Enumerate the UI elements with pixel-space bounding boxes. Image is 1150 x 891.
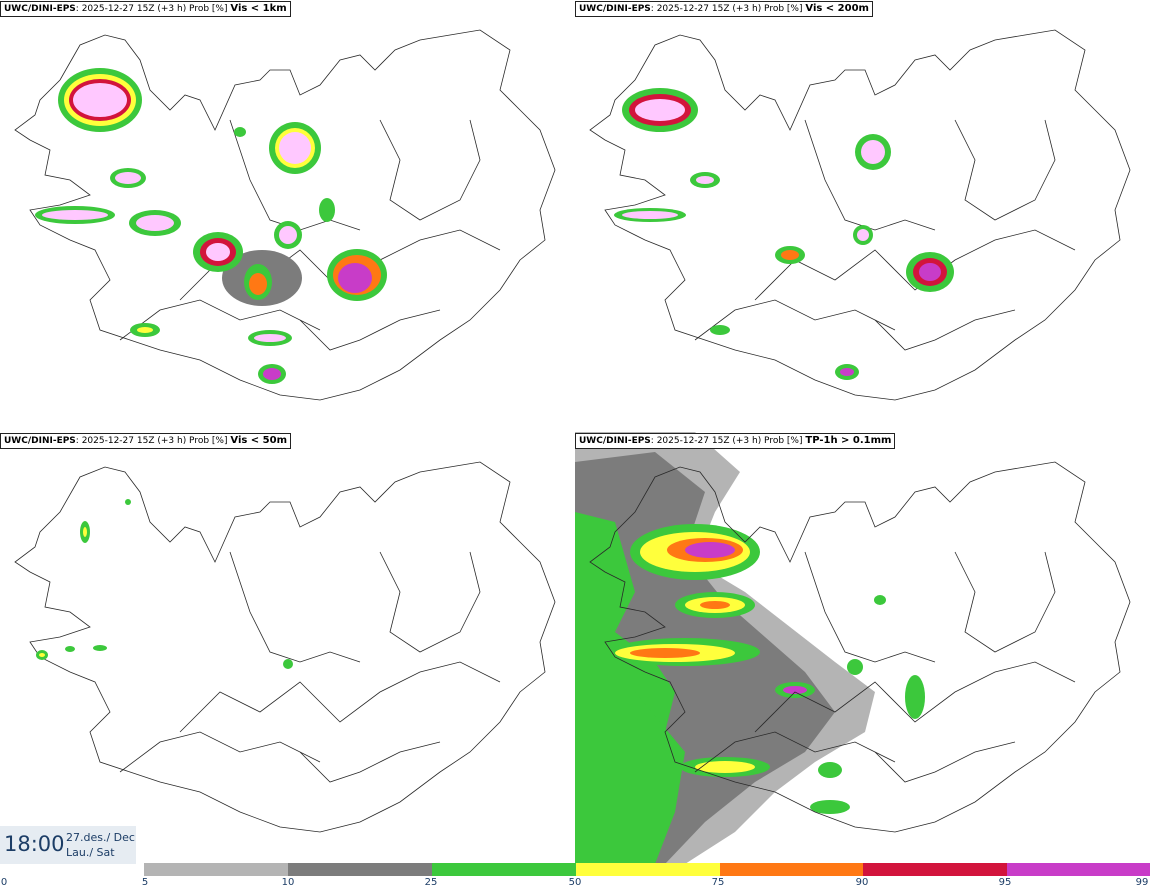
legend-swatch-5-10 bbox=[144, 863, 288, 876]
valid-time: 18:00 bbox=[4, 832, 65, 856]
prob-field bbox=[35, 68, 387, 384]
model-label: UWC/DINI-EPS bbox=[579, 4, 651, 14]
legend-swatch-25-50 bbox=[432, 863, 576, 876]
legend-tick: 50 bbox=[568, 877, 582, 888]
variable-label: Vis < 1km bbox=[230, 3, 287, 14]
panel-title: UWC/DINI-EPS: 2025-12-27 15Z (+3 h) Prob… bbox=[575, 433, 896, 449]
run-label: 2025-12-27 15Z (+3 h) Prob [%] bbox=[81, 4, 228, 14]
variable-label: Vis < 200m bbox=[805, 3, 869, 14]
variable-label: Vis < 50m bbox=[230, 435, 287, 446]
legend-tick: 90 bbox=[855, 877, 869, 888]
legend-swatch-75-90 bbox=[720, 863, 863, 876]
legend-tick: 10 bbox=[281, 877, 295, 888]
legend-tick: 0 bbox=[0, 877, 8, 888]
map-panel-vis-200m: UWC/DINI-EPS: 2025-12-27 15Z (+3 h) Prob… bbox=[575, 0, 1150, 432]
run-label: 2025-12-27 15Z (+3 h) Prob [%] bbox=[81, 436, 228, 446]
legend-swatch-50-75 bbox=[576, 863, 720, 876]
legend-tick: 25 bbox=[424, 877, 438, 888]
color-legend bbox=[144, 863, 1150, 876]
run-label: 2025-12-27 15Z (+3 h) Prob [%] bbox=[656, 436, 803, 446]
map-panel-vis-50m: UWC/DINI-EPS: 2025-12-27 15Z (+3 h) Prob… bbox=[0, 432, 575, 864]
prob-field bbox=[614, 88, 954, 380]
valid-date: 27.des./ Dec bbox=[66, 831, 135, 844]
precip-field bbox=[575, 432, 925, 864]
iceland-map bbox=[575, 0, 1150, 432]
iceland-map bbox=[0, 0, 575, 432]
valid-time-box: 18:00 27.des./ Dec Lau./ Sat bbox=[0, 826, 136, 864]
legend-tick: 99 bbox=[1135, 877, 1149, 888]
legend-swatch-95-99 bbox=[1007, 863, 1150, 876]
valid-day: Lau./ Sat bbox=[66, 846, 115, 859]
legend-tick: 75 bbox=[711, 877, 725, 888]
panel-title: UWC/DINI-EPS: 2025-12-27 15Z (+3 h) Prob… bbox=[575, 1, 873, 17]
run-label: 2025-12-27 15Z (+3 h) Prob [%] bbox=[656, 4, 803, 14]
panel-title: UWC/DINI-EPS: 2025-12-27 15Z (+3 h) Prob… bbox=[0, 433, 291, 449]
legend-tick: 5 bbox=[141, 877, 149, 888]
variable-label: TP-1h > 0.1mm bbox=[805, 435, 892, 446]
legend-tick: 95 bbox=[998, 877, 1012, 888]
iceland-map bbox=[575, 432, 1131, 864]
prob-field bbox=[36, 499, 293, 669]
model-label: UWC/DINI-EPS bbox=[4, 436, 76, 446]
legend-swatch-10-25 bbox=[288, 863, 432, 876]
map-panel-vis-1km: UWC/DINI-EPS: 2025-12-27 15Z (+3 h) Prob… bbox=[0, 0, 575, 432]
legend-swatch-90-95 bbox=[863, 863, 1007, 876]
panel-title: UWC/DINI-EPS: 2025-12-27 15Z (+3 h) Prob… bbox=[0, 1, 291, 17]
iceland-map bbox=[0, 432, 575, 864]
model-label: UWC/DINI-EPS bbox=[4, 4, 76, 14]
map-panel-tp-1h: UWC/DINI-EPS: 2025-12-27 15Z (+3 h) Prob… bbox=[575, 432, 1150, 864]
model-label: UWC/DINI-EPS bbox=[579, 436, 651, 446]
